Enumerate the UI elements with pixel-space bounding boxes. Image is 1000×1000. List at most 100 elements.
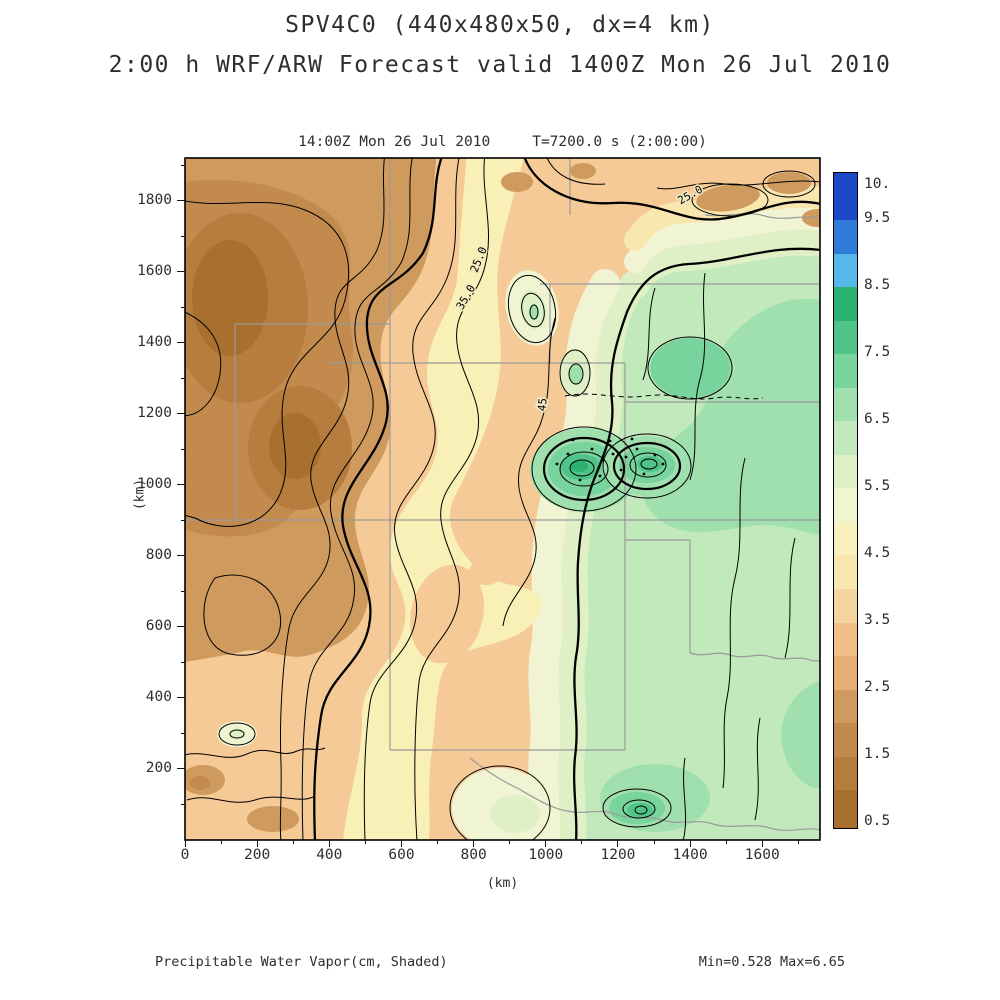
plot-frame — [184, 157, 821, 841]
colorbar-segment — [834, 722, 857, 757]
plot-header: 14:00Z Mon 26 Jul 2010 T=7200.0 s (2:00:… — [185, 134, 820, 150]
colorbar-tick-label: 0.5 — [864, 813, 891, 829]
x-tick-label: 1000 — [528, 847, 564, 863]
x-minor-tick-mark — [797, 840, 799, 844]
x-minor-tick-mark — [581, 840, 583, 844]
x-tick-label: 800 — [460, 847, 487, 863]
x-tick-label: 200 — [244, 847, 271, 863]
figure-subtitle: 2:00 h WRF/ARW Forecast valid 1400Z Mon … — [108, 52, 892, 78]
x-tick-mark — [545, 840, 547, 847]
y-minor-tick-mark — [181, 306, 185, 308]
x-tick-mark — [256, 840, 258, 847]
x-tick-mark — [761, 840, 763, 847]
colorbar-segment — [834, 219, 857, 254]
colorbar-tick-label: 9.5 — [864, 209, 891, 226]
colorbar-tick-label: 1.5 — [864, 745, 891, 762]
y-tick-label: 1400 — [137, 333, 172, 350]
colorbar-tick-label: 5.5 — [864, 477, 891, 494]
y-minor-tick-mark — [181, 803, 185, 805]
x-minor-tick-mark — [364, 840, 366, 844]
colorbar-segment — [834, 521, 857, 556]
y-tick-mark — [177, 768, 185, 770]
x-tick-mark — [400, 840, 402, 847]
colorbar-tick-label: 6.5 — [864, 410, 891, 427]
x-tick-mark — [328, 840, 330, 847]
y-tick-label: 400 — [145, 688, 172, 705]
y-minor-tick-mark — [181, 732, 185, 734]
y-minor-tick-mark — [181, 235, 185, 237]
y-tick-label: 1800 — [137, 191, 172, 208]
colorbar-tick-label: 2.5 — [864, 678, 891, 695]
y-tick-label: 200 — [145, 759, 172, 776]
x-minor-tick-mark — [220, 840, 222, 844]
colorbar-tick-label: 3.5 — [864, 611, 891, 628]
colorbar-segment — [834, 588, 857, 623]
y-tick-mark — [177, 555, 185, 557]
y-tick-mark — [177, 342, 185, 344]
y-tick-label: 800 — [145, 546, 172, 563]
x-tick-label: 1400 — [672, 847, 708, 863]
colorbar-segment — [834, 353, 857, 388]
colorbar — [833, 172, 858, 829]
colorbar-segment — [834, 186, 857, 221]
valid-time-label: 14:00Z Mon 26 Jul 2010 — [298, 134, 491, 150]
colorbar-tick-label: 8.5 — [864, 276, 891, 293]
shaded-field-caption: Precipitable Water Vapor(cm, Shaded) — [155, 954, 448, 970]
colorbar-segment — [834, 621, 857, 657]
x-minor-tick-mark — [653, 840, 655, 844]
x-axis-title: (km) — [486, 876, 519, 891]
x-minor-tick-mark — [509, 840, 511, 844]
x-tick-mark — [689, 840, 691, 847]
x-minor-tick-mark — [437, 840, 439, 844]
x-tick-mark — [617, 840, 619, 847]
colorbar-segment — [834, 755, 857, 791]
x-tick-mark — [184, 840, 186, 847]
x-tick-label: 400 — [316, 847, 343, 863]
y-tick-mark — [177, 200, 185, 202]
y-tick-label: 1200 — [137, 404, 172, 421]
shaded-field-layer — [185, 158, 820, 840]
colorbar-segment — [834, 420, 857, 455]
contour-lines-layer — [185, 158, 820, 840]
y-tick-mark — [177, 484, 185, 486]
elapsed-time-label: T=7200.0 s (2:00:00) — [532, 134, 707, 150]
y-minor-tick-mark — [181, 164, 185, 166]
colorbar-segment — [834, 789, 857, 824]
colorbar-segment — [834, 387, 857, 422]
x-minor-tick-mark — [292, 840, 294, 844]
colorbar-segment — [834, 320, 857, 355]
colorbar-segment — [834, 454, 857, 489]
y-tick-mark — [177, 697, 185, 699]
colorbar-segment — [834, 487, 857, 522]
state-borders-layer — [185, 158, 820, 831]
footer-left: Precipitable Water Vapor(cm, Shaded) Ver… — [155, 910, 480, 1000]
y-tick-label: 600 — [145, 617, 172, 634]
colorbar-tick-label: 4.5 — [864, 544, 891, 561]
colorbar-segment — [834, 655, 857, 690]
colorbar-tick-label: 7.5 — [864, 343, 891, 360]
colorbar-segment — [834, 286, 857, 321]
y-tick-mark — [177, 271, 185, 273]
colorbar-segment — [834, 253, 857, 288]
y-minor-tick-mark — [181, 377, 185, 379]
contour-speckles — [555, 437, 665, 482]
figure-title: SPV4C0 (440x480x50, dx=4 km) — [285, 12, 715, 38]
y-tick-label: 1000 — [137, 475, 172, 492]
y-minor-tick-mark — [181, 448, 185, 450]
footer-right: Min=0.528 Max=6.65 Min=5.281 Max=89.93 i… — [609, 910, 845, 1000]
y-minor-tick-mark — [181, 661, 185, 663]
y-minor-tick-mark — [181, 590, 185, 592]
x-tick-label: 1200 — [600, 847, 636, 863]
colorbar-tick-label: 10. — [864, 176, 891, 192]
y-minor-tick-mark — [181, 519, 185, 521]
colorbar-segment — [834, 688, 857, 724]
y-tick-label: 1600 — [137, 262, 172, 279]
shaded-field-stats: Min=0.528 Max=6.65 — [698, 954, 845, 970]
colorbar-bottom-cap — [834, 823, 857, 828]
y-axis-title: (km) — [132, 478, 148, 511]
x-minor-tick-mark — [725, 840, 727, 844]
colorbar-segment — [834, 554, 857, 589]
contour-label: 45 — [535, 397, 549, 412]
